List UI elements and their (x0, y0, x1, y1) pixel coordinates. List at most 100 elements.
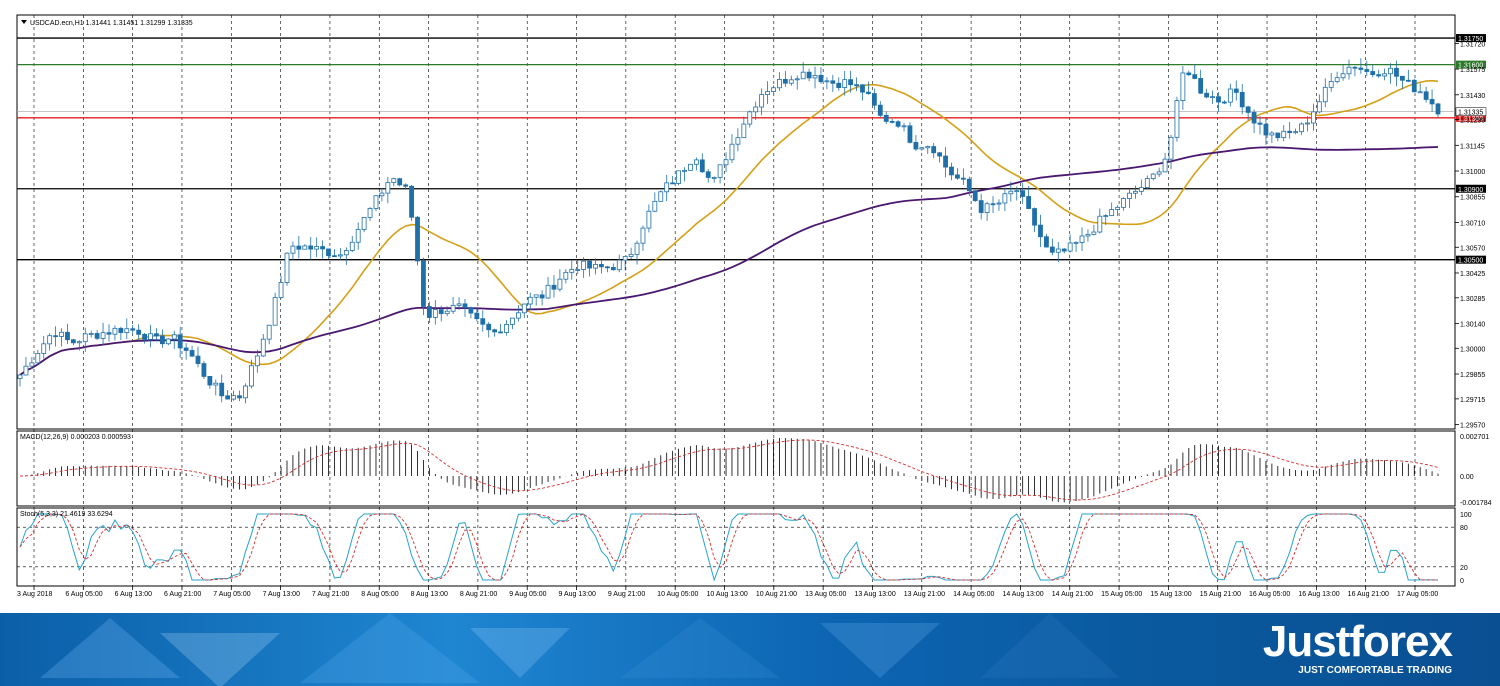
candle-body (1049, 246, 1055, 253)
candle-body (373, 195, 379, 209)
candle-body (397, 178, 403, 186)
candle-body (403, 184, 409, 187)
candle-body (848, 79, 854, 86)
candle-body (207, 376, 213, 386)
candle-body (278, 282, 284, 298)
candle-body (213, 382, 219, 386)
candle-body (877, 104, 883, 116)
candle-body (337, 254, 343, 257)
candle-body (136, 329, 142, 335)
brand-tagline: JUST COMFORTABLE TRADING (1298, 665, 1452, 676)
candle-body (290, 245, 296, 254)
candle-body (545, 284, 551, 299)
candle-body (919, 147, 925, 150)
candle-body (699, 159, 705, 173)
candle-body (1079, 235, 1085, 243)
current-price-label: 1.31335 (1458, 110, 1483, 117)
candle-body (421, 260, 426, 307)
candle-body (931, 146, 937, 154)
stoch-d-line (19, 513, 1438, 581)
stoch-axis-label: 100 (1460, 512, 1472, 519)
candle-body (806, 71, 812, 79)
candle-body (1014, 190, 1020, 193)
candle-body (1400, 75, 1405, 81)
candle-body (1180, 72, 1186, 101)
time-tick-label: 6 Aug 21:00 (164, 591, 201, 598)
candle-body (1198, 78, 1204, 94)
candle-body (646, 210, 652, 229)
candle-body (688, 163, 693, 171)
candle-body (735, 137, 741, 145)
candle-body (1322, 86, 1328, 103)
candle-body (729, 143, 735, 161)
candle-body (1121, 198, 1126, 208)
level-tag (1456, 184, 1486, 193)
candle-body (444, 310, 450, 314)
time-tick-label: 10 Aug 05:00 (657, 591, 698, 598)
time-tick-label: 9 Aug 21:00 (608, 591, 645, 598)
candle-body (1305, 122, 1310, 125)
candle-body (1340, 73, 1346, 79)
level-tag (1456, 34, 1486, 43)
collapse-triangle-icon[interactable] (21, 20, 27, 24)
time-tick-label: 14 Aug 21:00 (1052, 591, 1093, 598)
candle-body (782, 78, 788, 84)
candle-body (883, 114, 889, 122)
price-tick-label: 1.30710 (1460, 220, 1485, 227)
candle-body (142, 333, 147, 340)
candle-body (1186, 72, 1192, 76)
time-tick-label: 8 Aug 05:00 (361, 591, 398, 598)
candle-body (1417, 91, 1423, 94)
time-tick-label: 9 Aug 13:00 (559, 591, 596, 598)
candle-body (171, 334, 177, 340)
candle-body (984, 203, 990, 213)
level-tag-label: 1.31300 (1458, 116, 1483, 123)
candle-body (432, 309, 438, 318)
time-tick-label: 16 Aug 21:00 (1348, 591, 1389, 598)
price-tick-label: 1.31430 (1460, 93, 1485, 100)
candle-body (1150, 173, 1156, 179)
candle-body (1127, 192, 1132, 199)
candle-body (343, 250, 349, 256)
candle-body (966, 178, 972, 192)
candle-body (1085, 233, 1091, 237)
candle-body (1245, 106, 1251, 113)
candle-body (154, 333, 159, 337)
candle-body (332, 255, 337, 258)
candle-body (593, 264, 598, 269)
candle-body (272, 297, 278, 326)
candle-body (1103, 215, 1109, 217)
candle-body (361, 216, 367, 230)
candle-body (124, 328, 130, 333)
candle-body (622, 256, 628, 261)
candle-body (747, 111, 753, 125)
time-tick-label: 16 Aug 05:00 (1249, 591, 1290, 598)
candle-body (231, 395, 236, 400)
candle-body (1239, 92, 1245, 108)
candle-body (148, 333, 153, 340)
candle-body (183, 347, 189, 351)
candle-body (82, 333, 88, 343)
candle-body (237, 395, 242, 399)
candle-body (765, 91, 770, 95)
candle-body (426, 306, 432, 318)
candle-body (1382, 73, 1388, 77)
candle-body (177, 334, 183, 349)
candle-body (53, 335, 58, 338)
candle-body (254, 355, 260, 367)
candle-body (1032, 208, 1037, 226)
candle-body (100, 332, 106, 339)
candle-body (866, 91, 871, 94)
candle-body (693, 159, 699, 165)
candle-body (1388, 67, 1393, 75)
candle-body (498, 331, 503, 334)
level-tag-label: 1.31750 (1458, 36, 1483, 43)
price-tick-label: 1.31000 (1460, 169, 1485, 176)
candle-body (243, 385, 248, 399)
candle-body (1346, 66, 1352, 75)
candle-body (1376, 74, 1382, 77)
candle-body (1293, 131, 1299, 134)
candle-body (1204, 92, 1210, 98)
candle-body (17, 374, 23, 379)
price-tick-label: 1.30000 (1460, 346, 1485, 353)
